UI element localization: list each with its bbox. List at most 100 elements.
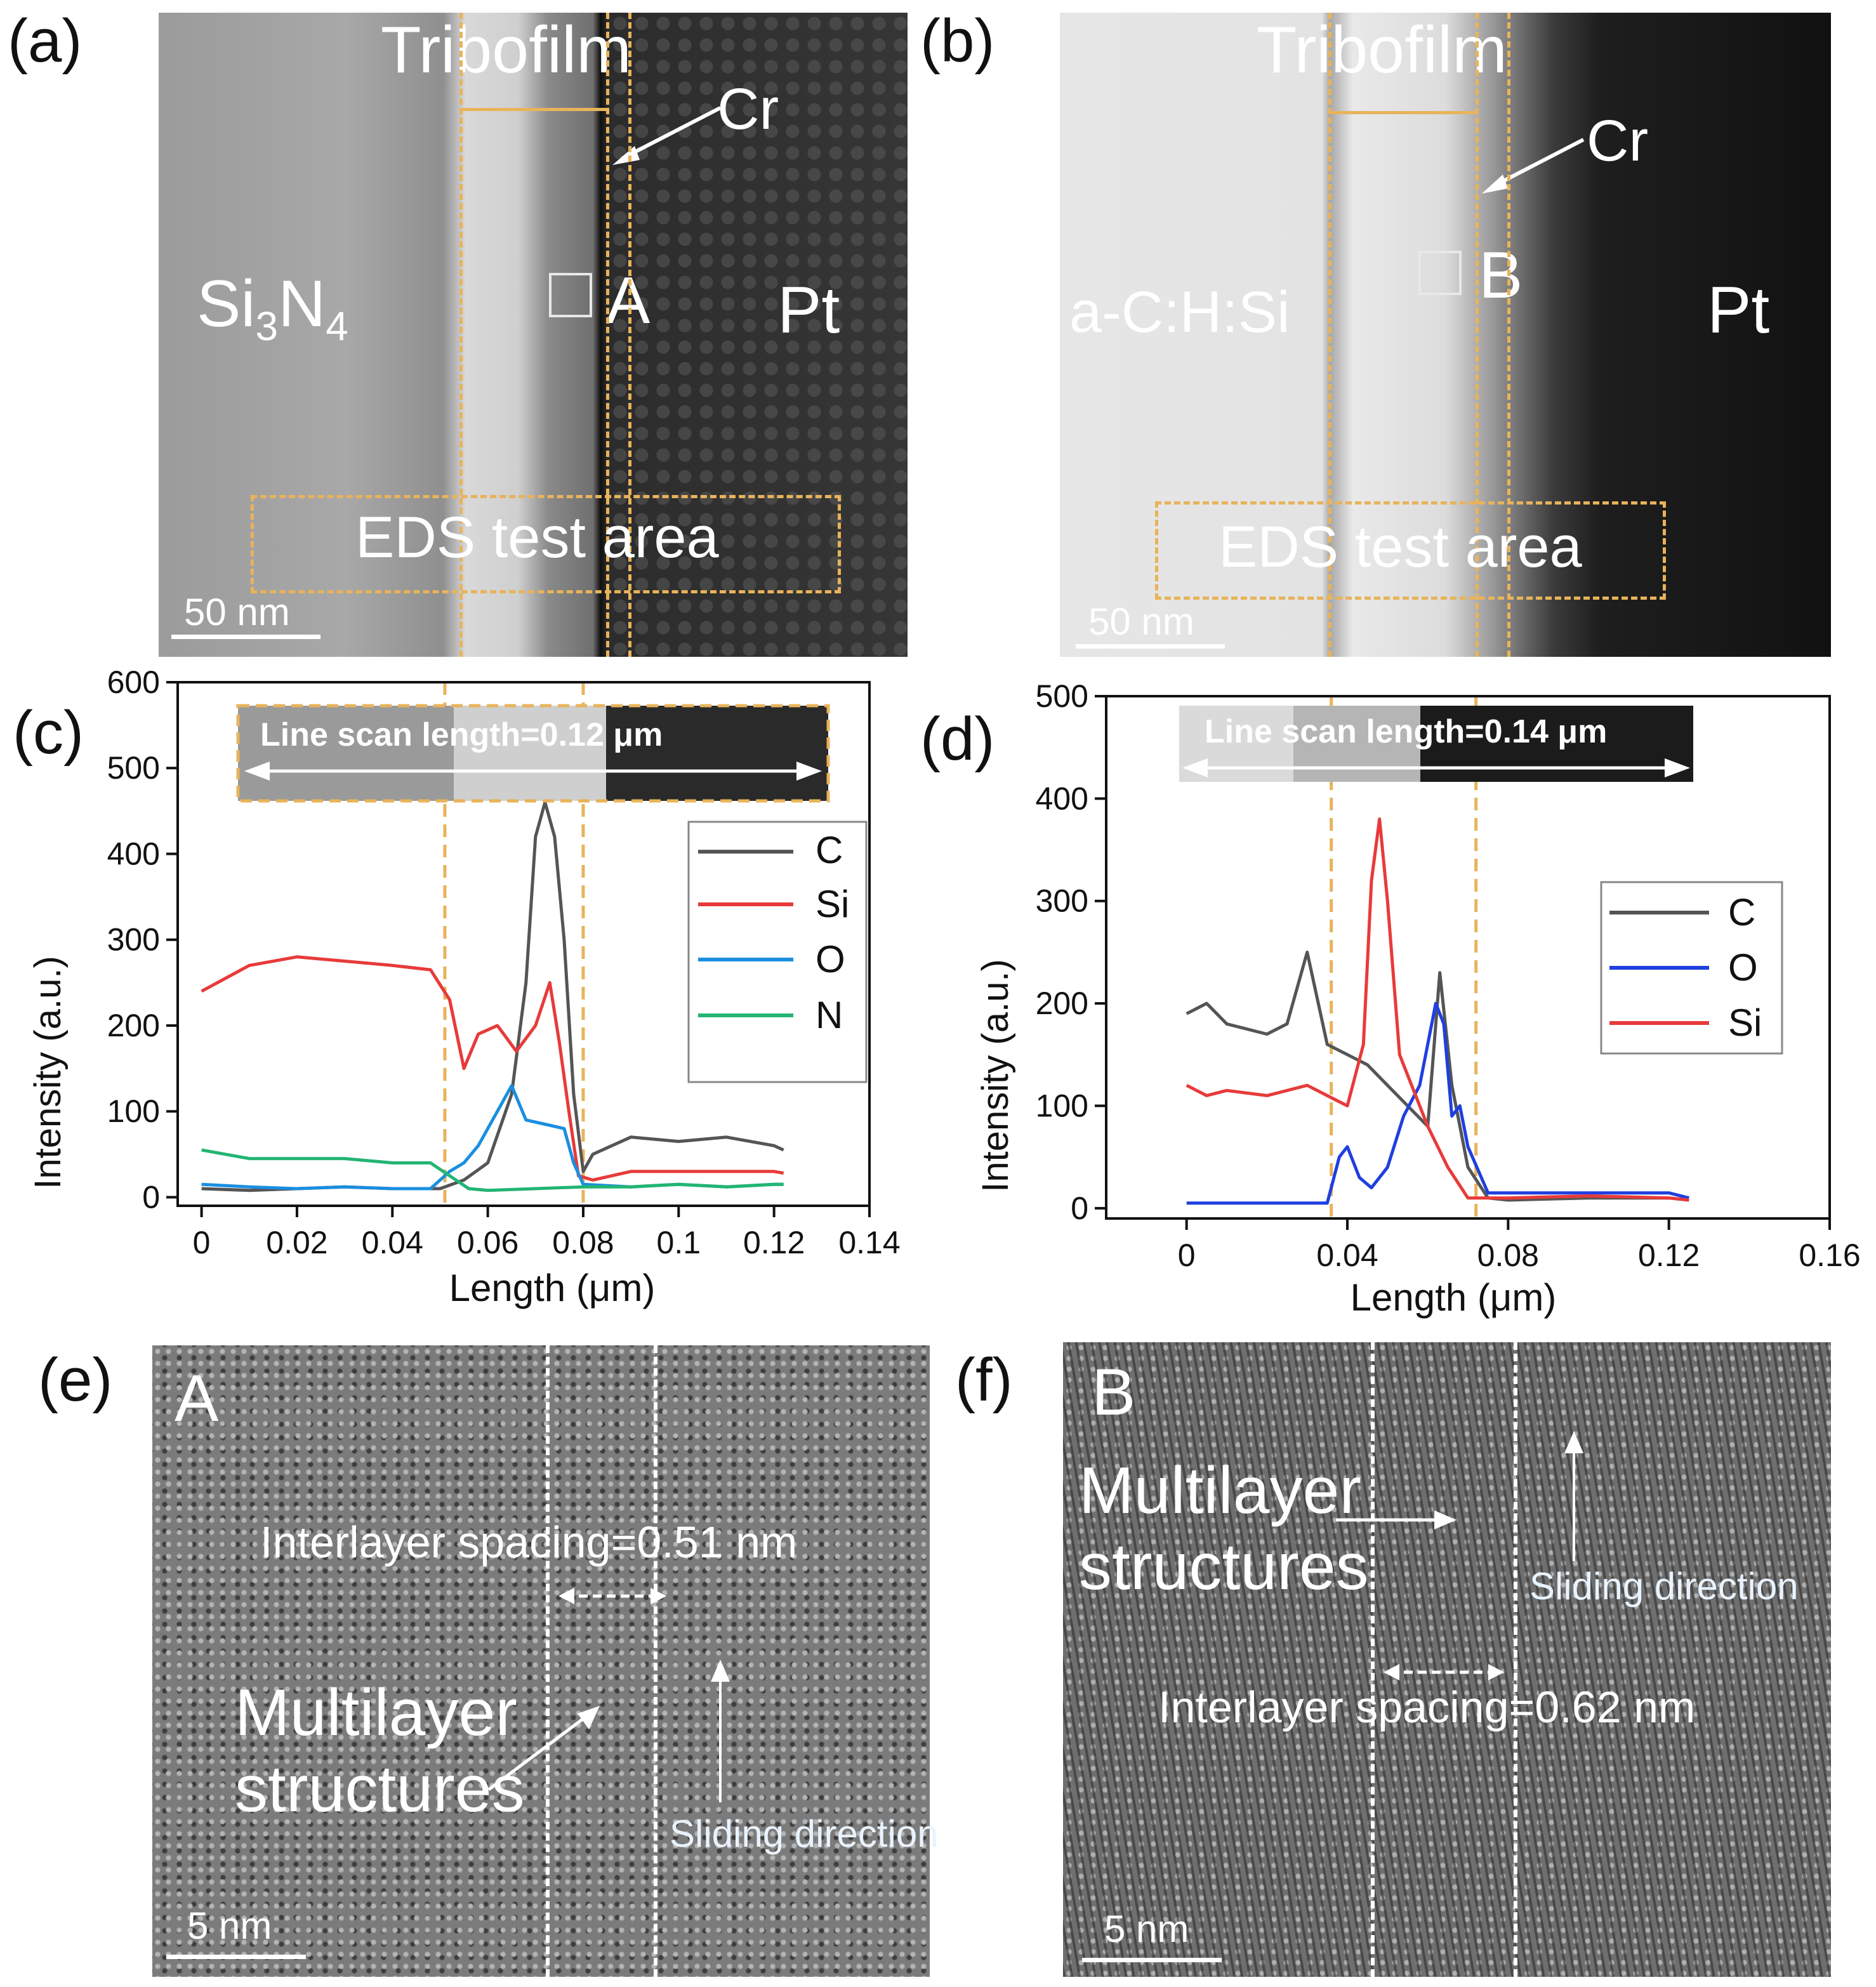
inset-c-film bbox=[454, 706, 606, 801]
spacing-label-e: Interlayer spacing=0.51 nm bbox=[260, 1517, 798, 1567]
guide-line-b1 bbox=[1328, 13, 1331, 657]
chart-c-xtick-label-6: 0.12 bbox=[743, 1225, 805, 1260]
inset-c-pt bbox=[606, 706, 828, 801]
chart-c-ytick-label-3: 300 bbox=[107, 922, 160, 958]
xlabel-d: Length (μm) bbox=[1351, 1276, 1557, 1319]
legend-d-O-label: O bbox=[1728, 946, 1758, 989]
spacing-label-f: Interlayer spacing=0.62 nm bbox=[1158, 1682, 1696, 1732]
cr-label-b: Cr bbox=[1587, 109, 1649, 173]
chart-c-frame bbox=[176, 681, 871, 1207]
point-label-b: B bbox=[1479, 239, 1523, 312]
guide-line-a3 bbox=[628, 13, 631, 657]
pt-label-b: Pt bbox=[1707, 274, 1770, 347]
tribofilm-label-a: Tribofilm bbox=[381, 13, 631, 87]
scale-label-b: 50 nm bbox=[1088, 600, 1194, 643]
legend-d-C-label: C bbox=[1728, 891, 1755, 934]
chart-d-series-O bbox=[1186, 1001, 1689, 1205]
cr-arrow-a bbox=[612, 106, 722, 165]
chart-c-xtick-label-5: 0.1 bbox=[657, 1225, 701, 1260]
xlabel-c: Length (μm) bbox=[449, 1267, 656, 1309]
scale-label-e: 5 nm bbox=[187, 1904, 272, 1947]
inset-d-arrow-left bbox=[1182, 758, 1208, 777]
sliding-arrow-f bbox=[1564, 1431, 1583, 1561]
hrtem-image-f bbox=[1063, 1342, 1831, 1977]
cr-arrow-b bbox=[1482, 138, 1585, 194]
point-label-a: A bbox=[606, 264, 651, 338]
pt-texture bbox=[609, 13, 908, 657]
point-label-f: B bbox=[1092, 1356, 1136, 1429]
chart-c-series-N bbox=[201, 1148, 784, 1192]
eds-label-a: EDS test area bbox=[355, 505, 719, 570]
eds-area-b bbox=[1155, 501, 1666, 600]
chart-c-series-O bbox=[201, 1084, 784, 1191]
sliding-label-f: Sliding direction bbox=[1529, 1565, 1799, 1607]
chart-d-xtick-label-1: 0.04 bbox=[1316, 1238, 1378, 1273]
substrate-label-b: a-C:H:Si bbox=[1069, 280, 1290, 345]
point-box-a bbox=[549, 273, 592, 317]
panel-label-f: (f) bbox=[955, 1346, 1013, 1414]
tribofilm-bracket-a bbox=[460, 108, 609, 111]
legend-c-O-label: O bbox=[816, 938, 845, 980]
n-text: N bbox=[278, 267, 326, 341]
chart-c-ytick-label-4: 400 bbox=[107, 836, 160, 871]
chart-c-xtick-label-1: 0.02 bbox=[266, 1225, 327, 1260]
chart-d-xtick-label-2: 0.08 bbox=[1477, 1238, 1539, 1273]
chart-d-ytick-label-0: 0 bbox=[1071, 1191, 1088, 1226]
substrate-label-a: Si3N4 bbox=[197, 267, 348, 350]
layer-line-e1 bbox=[546, 1345, 550, 1977]
inset-d-text: Line scan length=0.14 μm bbox=[1205, 713, 1607, 750]
sub-3: 3 bbox=[255, 303, 279, 349]
chart-c-ytick-label-0: 0 bbox=[142, 1179, 160, 1215]
si-text: Si bbox=[197, 267, 256, 341]
layer-line-e2 bbox=[654, 1345, 657, 1977]
chart-d: Intensity (a.u.) Length (μm) 0 0.04 0.08 0.… bbox=[975, 678, 1861, 1319]
guide-line-a2 bbox=[606, 13, 609, 657]
spacing-arrow-e bbox=[558, 1588, 666, 1604]
scale-bar-b bbox=[1076, 644, 1225, 649]
multilayer-line1-f: Multilayer bbox=[1079, 1454, 1361, 1528]
chart-c-ytick-label-6: 600 bbox=[107, 666, 160, 700]
scale-bar-f bbox=[1082, 1958, 1222, 1962]
chart-c-series-Si bbox=[201, 955, 784, 1182]
chart-d-ytick-label-4: 400 bbox=[1036, 781, 1088, 816]
panel-label-d: (d) bbox=[920, 705, 995, 773]
chart-d-series-Si bbox=[1186, 817, 1689, 1202]
panel-label-b: (b) bbox=[920, 7, 995, 75]
panel-label-a: (a) bbox=[8, 7, 83, 75]
multilayer-arrow-e bbox=[487, 1706, 600, 1791]
chart-d-series-C bbox=[1186, 950, 1689, 1202]
inset-c-arrow-left bbox=[244, 762, 270, 781]
point-box-b bbox=[1418, 251, 1462, 295]
panel-label-c: (c) bbox=[13, 699, 84, 767]
tribofilm-label-b: Tribofilm bbox=[1257, 13, 1507, 87]
inset-c-text: Line scan length=0.12 μm bbox=[260, 716, 663, 753]
chart-d-ytick-label-3: 300 bbox=[1036, 883, 1088, 919]
guide-line-a1 bbox=[459, 13, 463, 657]
layer-line-f1 bbox=[1371, 1342, 1375, 1977]
ylabel-c: Intensity (a.u.) bbox=[27, 956, 69, 1189]
tem-image-a bbox=[159, 13, 908, 657]
chart-c-xtick-label-4: 0.08 bbox=[552, 1225, 614, 1260]
multilayer-label-f: Multilayer structures bbox=[1079, 1453, 1369, 1605]
chart-c-ytick-label-5: 500 bbox=[107, 750, 160, 786]
sub-4: 4 bbox=[326, 303, 348, 349]
inset-c-arrow-right bbox=[796, 762, 822, 781]
hrtem-image-e bbox=[152, 1345, 930, 1977]
multilayer-label-e: Multilayer structures bbox=[235, 1675, 525, 1827]
point-label-e: A bbox=[175, 1362, 219, 1436]
layer-line-f2 bbox=[1514, 1342, 1517, 1977]
tribofilm-bracket-b bbox=[1330, 111, 1476, 114]
guide-line-b3 bbox=[1507, 13, 1510, 657]
legend-c bbox=[687, 821, 868, 1083]
chart-c-xtick-label-3: 0.06 bbox=[457, 1225, 519, 1260]
chart-d-ytick-label-1: 100 bbox=[1036, 1088, 1088, 1123]
multilayer-line2-e: structures bbox=[235, 1752, 525, 1826]
chart-d-xtick-label-4: 0.16 bbox=[1799, 1238, 1860, 1273]
inset-c-frame bbox=[236, 704, 830, 803]
panel-label-e: (e) bbox=[38, 1346, 113, 1414]
chart-d-plot: 0 0.04 0.08 0.12 0.16 0 100 200 300 400 500 bbox=[1036, 678, 1861, 1273]
chart-c-ytick-label-1: 100 bbox=[107, 1093, 160, 1129]
chart-c-xtick-label-7: 0.14 bbox=[838, 1225, 900, 1260]
legend-c-Si-label: Si bbox=[816, 883, 849, 925]
eds-label-b: EDS test area bbox=[1219, 515, 1582, 579]
